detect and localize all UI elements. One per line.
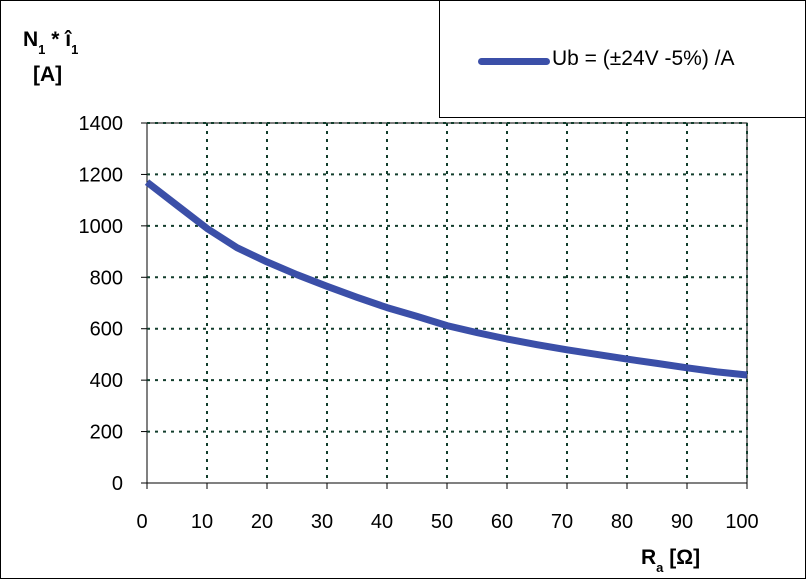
y-tick-label: 200: [90, 422, 123, 444]
x-axis-title: Ra [Ω]: [641, 546, 700, 575]
x-tick-label: 0: [136, 511, 147, 533]
x-tick-label: 30: [311, 511, 333, 533]
series-layer: [144, 179, 748, 379]
x-tick-label: 40: [371, 511, 393, 533]
plot-area: [146, 122, 748, 484]
x-tick-label: 60: [491, 511, 513, 533]
y-tick-label: 1000: [79, 216, 124, 238]
x-tick-label: 50: [431, 511, 453, 533]
x-tick-label: 90: [671, 511, 693, 533]
y-tick-label: 1200: [79, 164, 124, 186]
x-tick-label: 20: [251, 511, 273, 533]
x-tick-label: 100: [725, 511, 758, 533]
legend-swatch: [478, 58, 550, 65]
y-tick-label: 600: [90, 319, 123, 341]
y-tick-label: 800: [90, 267, 123, 289]
legend-label: Ub = (±24V -5%) /A: [552, 47, 735, 70]
legend: Ub = (±24V -5%) /A: [439, 1, 805, 118]
x-tick-label: 80: [611, 511, 633, 533]
y-axis-title: N1 * î1: [23, 28, 78, 57]
y-tick-label: 400: [90, 370, 123, 392]
x-tick-label: 70: [551, 511, 573, 533]
x-tick-label: 10: [191, 511, 213, 533]
y-tick-label: 0: [112, 473, 123, 495]
y-axis-unit: [A]: [33, 63, 62, 86]
axis-ticks: 0 200 400 600 800 1000 1200 1400 0 10 20 30 40 50 60 70…: [79, 113, 759, 533]
series-line: [144, 179, 748, 379]
y-tick-label: 1400: [79, 113, 124, 135]
